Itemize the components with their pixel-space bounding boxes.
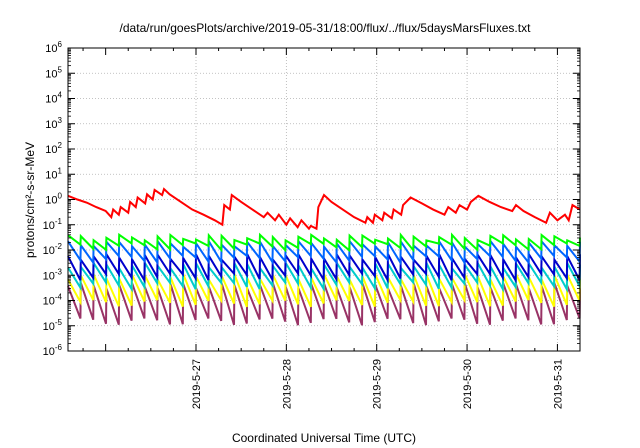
y-tick-exponent: 4 xyxy=(58,91,63,100)
x-tick-label: 2019-5-30 xyxy=(462,359,474,409)
y-tick-exponent: -6 xyxy=(55,343,63,352)
y-tick-exponent: 2 xyxy=(58,141,63,150)
y-tick-exponent: 6 xyxy=(58,40,63,49)
series-layer xyxy=(67,187,581,326)
y-tick-exponent: 3 xyxy=(58,116,63,125)
series-line-2 xyxy=(67,237,581,267)
y-tick-exponent: 1 xyxy=(58,166,63,175)
x-ticks: 2019-5-27 2019-5-28 2019-5-29 2019-5-30 2019… xyxy=(82,48,581,409)
y-tick-exponent: -2 xyxy=(55,242,63,251)
y-tick-exponent: 5 xyxy=(58,65,63,74)
y-tick-exponent: 0 xyxy=(58,192,63,201)
chart-title: /data/run/goesPlots/archive/2019-05-31/1… xyxy=(120,21,532,35)
y-tick-exponent: -3 xyxy=(55,267,63,276)
y-tick-exponent: -4 xyxy=(55,293,63,302)
series-line-1 xyxy=(67,232,581,253)
series-line-0 xyxy=(67,187,581,231)
x-tick-label: 2019-5-29 xyxy=(372,359,384,409)
y-tick-exponent: -5 xyxy=(55,318,63,327)
x-tick-label: 2019-5-27 xyxy=(191,359,203,409)
x-axis-title: Coordinated Universal Time (UTC) xyxy=(232,431,416,445)
x-tick-label: 2019-5-28 xyxy=(281,359,293,409)
y-tick-exponent: -1 xyxy=(55,217,63,226)
x-tick-label: 2019-5-31 xyxy=(552,359,564,409)
y-axis-title: protons/cm²-s-sr-MeV xyxy=(23,142,37,258)
